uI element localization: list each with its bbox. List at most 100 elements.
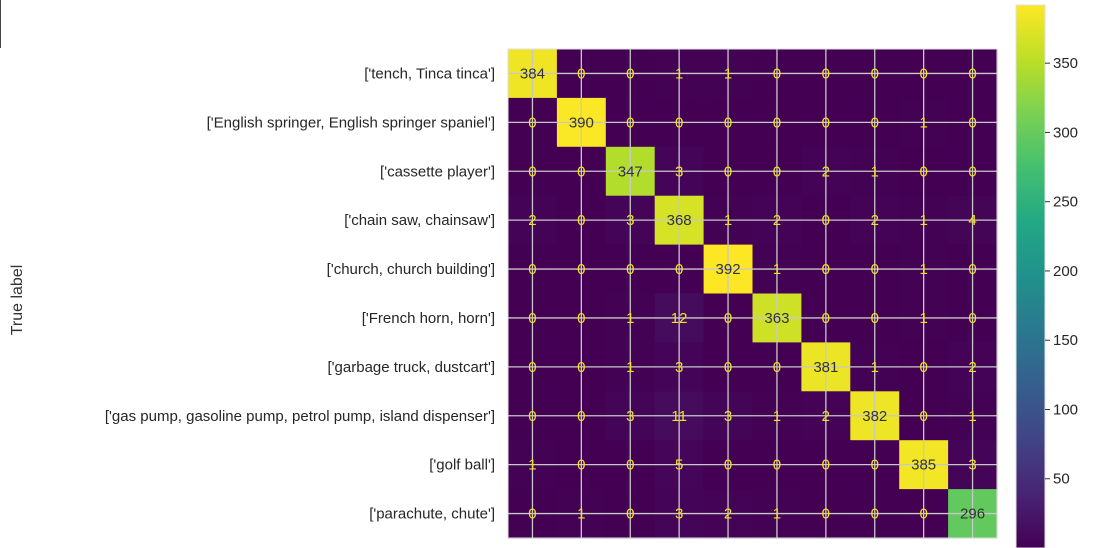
cell-value-label: 0 xyxy=(968,65,976,82)
cell-value-label: 0 xyxy=(919,359,927,376)
cell-value-label: 1 xyxy=(919,114,927,131)
cell-value-label: 0 xyxy=(626,114,634,131)
cell-value-label: 0 xyxy=(724,359,732,376)
cell-value-label: 1 xyxy=(919,212,927,229)
cell-value-label: 0 xyxy=(675,114,683,131)
cell-value-label: 382 xyxy=(862,408,887,425)
cell-value-label: 1 xyxy=(675,65,683,82)
cell-value-label: 1 xyxy=(626,310,634,327)
cell-value-label: 363 xyxy=(764,310,789,327)
cell-value-label: 0 xyxy=(577,65,585,82)
cell-value-label: 384 xyxy=(520,65,545,82)
cell-value-label: 0 xyxy=(919,408,927,425)
cell-value-label: 0 xyxy=(724,457,732,474)
cell-value-label: 0 xyxy=(871,506,879,523)
cell-value-label: 0 xyxy=(871,65,879,82)
cell-value-label: 0 xyxy=(724,163,732,180)
cell-value-label: 1 xyxy=(773,506,781,523)
y-tick-label: ['French horn, horn'] xyxy=(362,310,495,327)
cell-value-label: 0 xyxy=(626,65,634,82)
cell-value-label: 1 xyxy=(626,359,634,376)
cell-value-label: 0 xyxy=(968,310,976,327)
heatmap-cell-labels: 384 0 0 1 1 0 0 0 0 00 390 0 0 0 0 0 0 1 00 0 347 3 0 0 2 1 0 02 0 3 3… xyxy=(520,65,985,522)
colorbar-tick-label: 300 xyxy=(1053,124,1078,141)
colorbar-tick-label: 100 xyxy=(1053,401,1078,418)
cell-value-label: 0 xyxy=(528,310,536,327)
cell-value-label: 5 xyxy=(675,457,683,474)
cell-value-label: 0 xyxy=(528,359,536,376)
cell-value-label: 385 xyxy=(911,457,936,474)
cell-value-label: 2 xyxy=(773,212,781,229)
cell-value-label: 1 xyxy=(968,408,976,425)
cell-value-label: 1 xyxy=(871,163,879,180)
cell-value-label: 3 xyxy=(626,408,634,425)
cell-value-label: 2 xyxy=(724,506,732,523)
cell-value-label: 0 xyxy=(528,506,536,523)
y-tick-label: ['parachute, chute'] xyxy=(369,506,495,523)
cell-value-label: 0 xyxy=(724,310,732,327)
cell-value-label: 0 xyxy=(822,506,830,523)
cell-value-label: 1 xyxy=(724,65,732,82)
cell-value-label: 0 xyxy=(577,261,585,278)
cell-value-label: 0 xyxy=(871,310,879,327)
figure-edge-line xyxy=(0,0,1,48)
cell-value-label: 381 xyxy=(813,359,838,376)
colorbar: 50 100 150 200 250 300 350 xyxy=(1015,4,1078,548)
cell-value-label: 1 xyxy=(577,506,585,523)
cell-value-label: 1 xyxy=(724,212,732,229)
y-tick-label: ['cassette player'] xyxy=(380,163,495,180)
colorbar-tick-label: 250 xyxy=(1053,194,1078,211)
cell-value-label: 11 xyxy=(671,408,687,425)
cell-value-label: 347 xyxy=(618,163,643,180)
cell-value-label: 0 xyxy=(577,163,585,180)
cell-value-label: 0 xyxy=(919,163,927,180)
cell-value-label: 0 xyxy=(919,506,927,523)
cell-value-label: 0 xyxy=(773,163,781,180)
cell-value-label: 2 xyxy=(528,212,536,229)
cell-value-label: 0 xyxy=(871,261,879,278)
cell-value-label: 0 xyxy=(822,114,830,131)
cell-value-label: 1 xyxy=(871,359,879,376)
cell-value-label: 0 xyxy=(528,114,536,131)
y-tick-label: ['church, church building'] xyxy=(327,261,495,278)
cell-value-label: 0 xyxy=(528,261,536,278)
cell-value-label: 0 xyxy=(822,261,830,278)
cell-value-label: 0 xyxy=(822,212,830,229)
cell-value-label: 0 xyxy=(822,310,830,327)
cell-value-label: 0 xyxy=(919,65,927,82)
cell-value-label: 0 xyxy=(968,163,976,180)
cell-value-label: 0 xyxy=(773,359,781,376)
cell-value-label: 0 xyxy=(773,114,781,131)
cell-value-label: 0 xyxy=(871,457,879,474)
y-tick-label: ['garbage truck, dustcart'] xyxy=(328,359,495,376)
cell-value-label: 0 xyxy=(626,261,634,278)
colorbar-tick-label: 50 xyxy=(1053,471,1070,488)
colorbar-tick-label: 350 xyxy=(1053,55,1078,72)
cell-value-label: 0 xyxy=(773,65,781,82)
cell-value-label: 0 xyxy=(773,457,781,474)
cell-value-label: 0 xyxy=(968,114,976,131)
cell-value-label: 3 xyxy=(626,212,634,229)
cell-value-label: 4 xyxy=(968,212,976,229)
y-tick-label: ['gas pump, gasoline pump, petrol pump, … xyxy=(105,408,495,425)
cell-value-label: 368 xyxy=(667,212,692,229)
cell-value-label: 2 xyxy=(822,408,830,425)
cell-value-label: 0 xyxy=(675,261,683,278)
cell-value-label: 3 xyxy=(724,408,732,425)
colorbar-tick-label: 200 xyxy=(1053,263,1078,280)
cell-value-label: 1 xyxy=(919,261,927,278)
cell-value-label: 0 xyxy=(822,457,830,474)
cell-value-label: 1 xyxy=(528,457,536,474)
cell-value-label: 0 xyxy=(528,408,536,425)
cell-value-label: 0 xyxy=(626,506,634,523)
cell-value-label: 2 xyxy=(871,212,879,229)
y-axis-label: True label xyxy=(9,265,26,336)
y-tick-label: ['chain saw, chainsaw'] xyxy=(344,212,495,229)
y-tick-label: ['English springer, English springer spa… xyxy=(207,114,495,131)
y-tick-label: ['tench, Tinca tinca'] xyxy=(364,65,495,82)
y-tick-label: ['golf ball'] xyxy=(429,457,495,474)
colorbar-gradient xyxy=(1015,4,1046,548)
heatmap-gridlines xyxy=(507,48,998,539)
cell-value-label: 0 xyxy=(822,65,830,82)
